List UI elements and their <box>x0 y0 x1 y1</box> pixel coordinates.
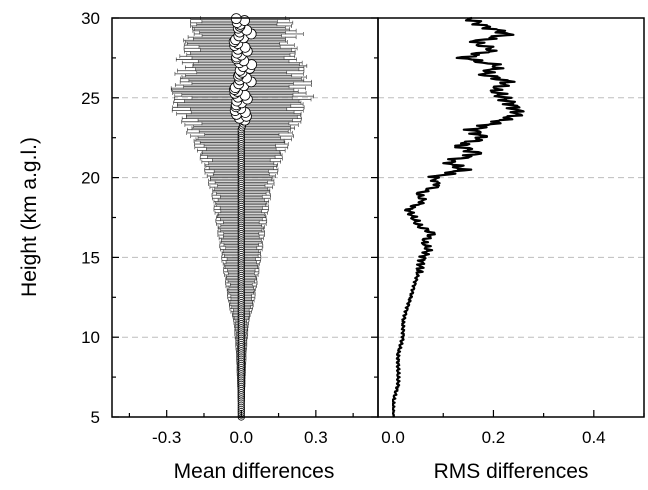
left-x-axis-title: Mean differences <box>174 460 335 483</box>
axis-ticks <box>112 17 645 418</box>
y-tick-label: 5 <box>91 408 100 427</box>
y-axis-title: Height (km a.g.l.) <box>18 137 41 297</box>
x-tick-label: -0.3 <box>152 428 181 447</box>
y-tick-label: 15 <box>81 248 100 267</box>
y-tick-label: 25 <box>81 89 100 108</box>
mean-difference-markers <box>228 13 258 421</box>
x-tick-label: 0.2 <box>482 428 506 447</box>
left-x-tick-labels: -0.3 0.0 0.3 <box>152 428 328 447</box>
x-tick-label: 0.0 <box>229 428 253 447</box>
rms-difference-line <box>392 16 525 418</box>
y-tick-label: 30 <box>81 9 100 28</box>
right-x-tick-labels: 0.0 0.2 0.4 <box>381 428 605 447</box>
x-tick-label: 0.4 <box>582 428 606 447</box>
y-tick-label: 10 <box>81 328 100 347</box>
x-tick-label: 0.0 <box>381 428 405 447</box>
y-tick-labels: 5 10 15 20 25 30 <box>81 9 100 427</box>
x-tick-label: 0.3 <box>304 428 328 447</box>
y-tick-label: 20 <box>81 169 100 188</box>
right-x-axis-title: RMS differences <box>434 460 589 483</box>
